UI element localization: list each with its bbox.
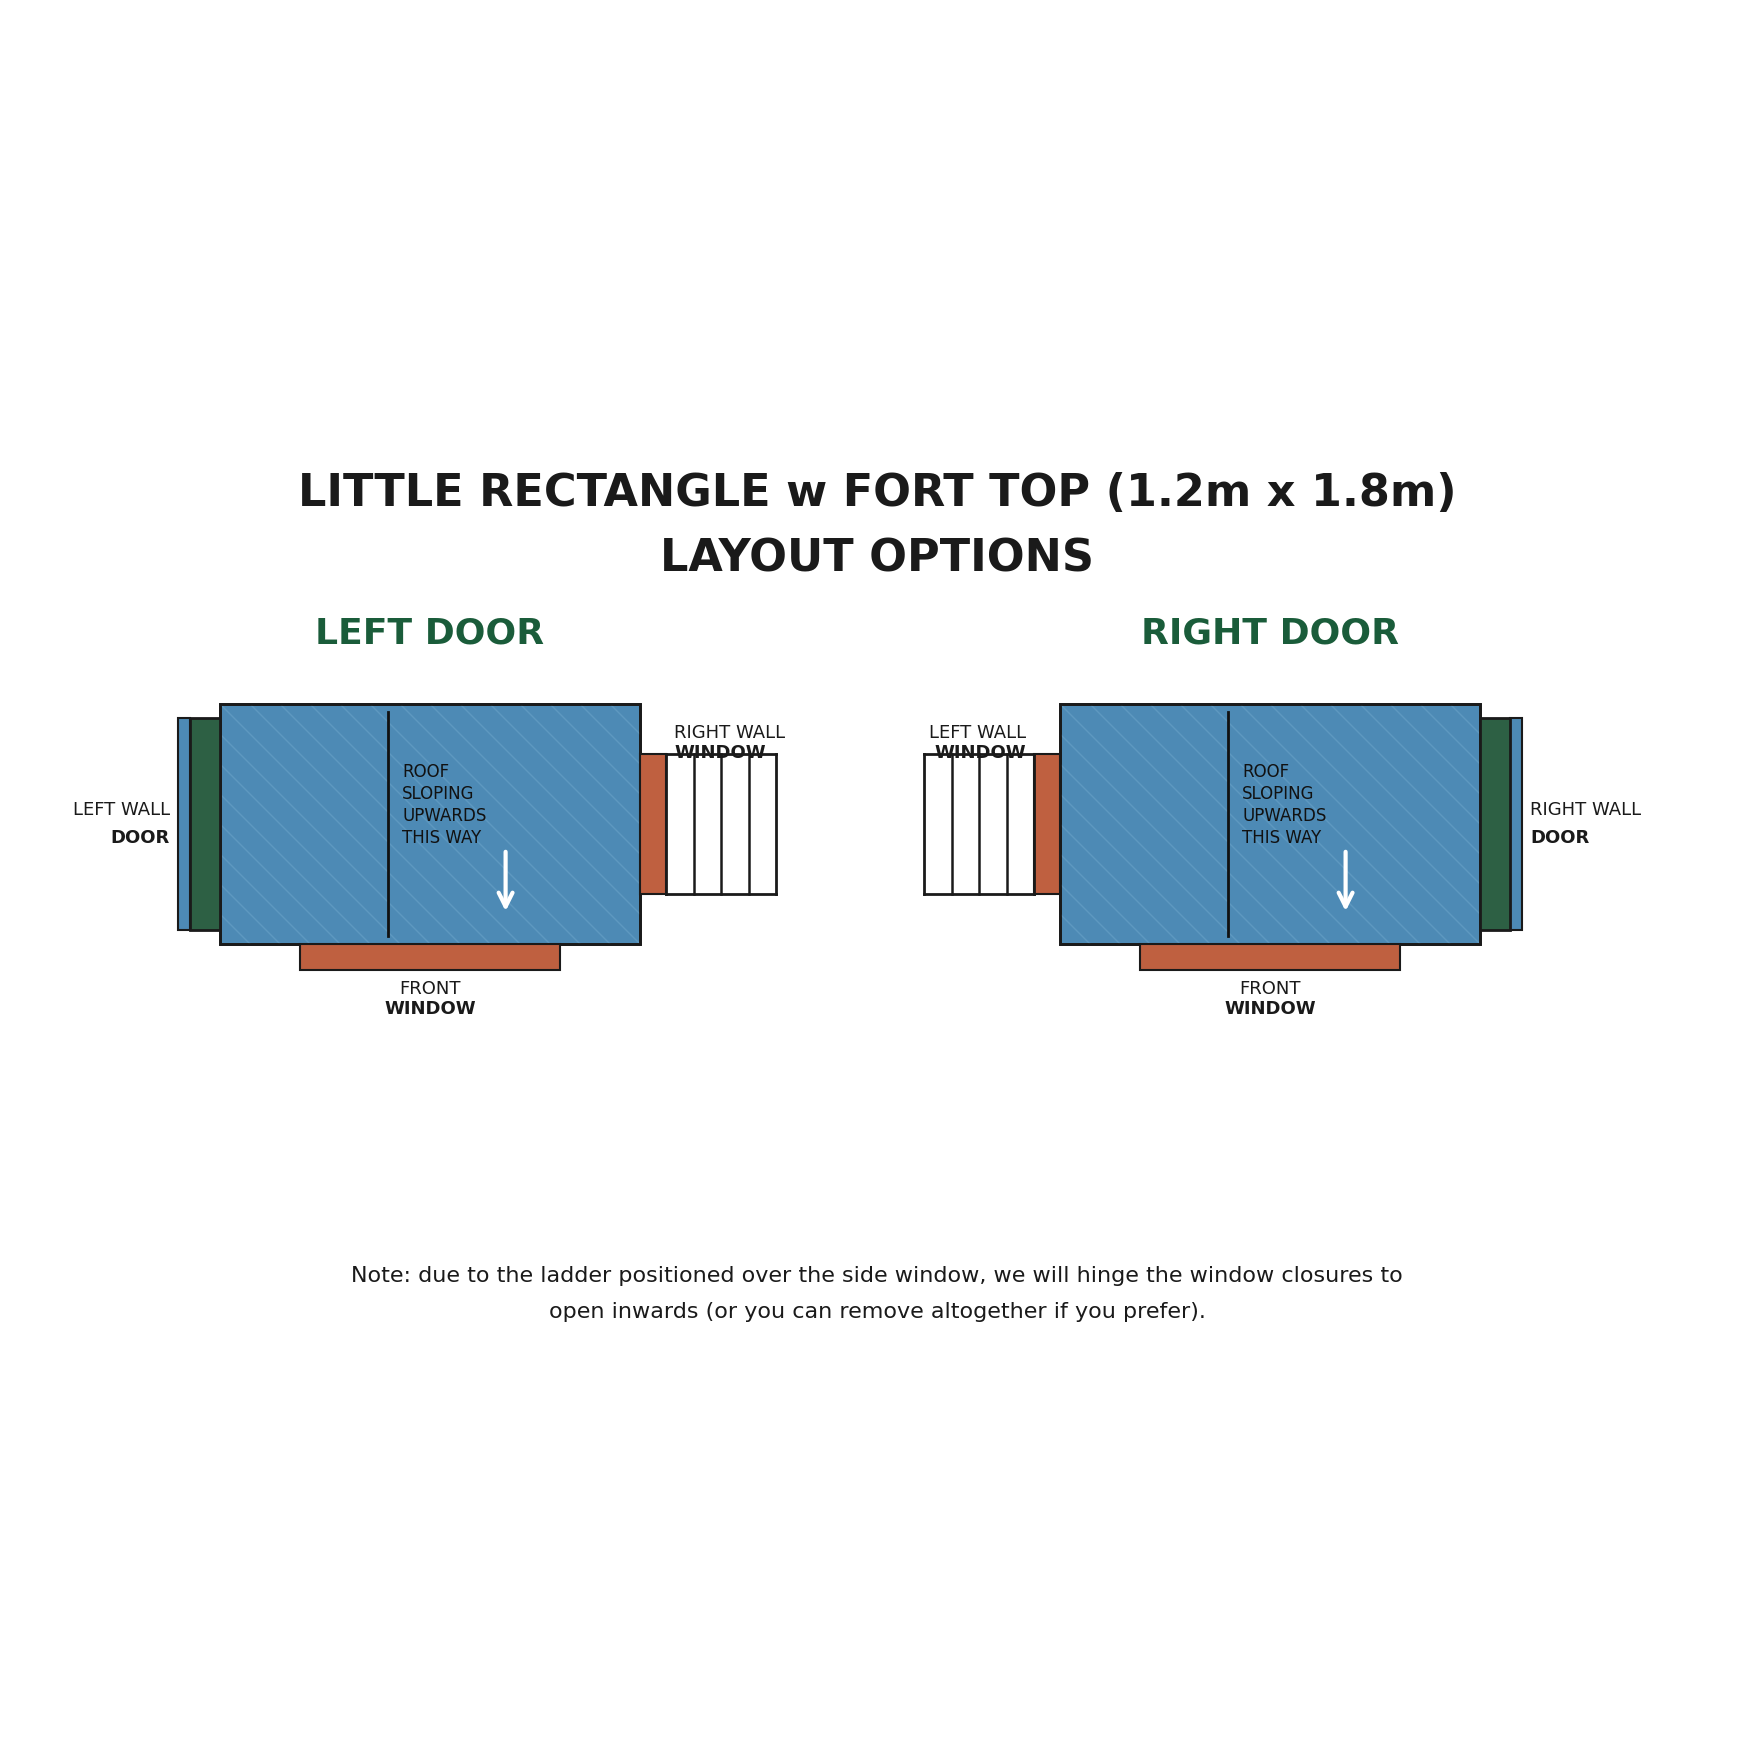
Text: WINDOW: WINDOW [935,744,1026,763]
Text: WINDOW: WINDOW [674,744,766,763]
Text: LAYOUT OPTIONS: LAYOUT OPTIONS [660,537,1094,581]
Text: FRONT: FRONT [1240,980,1301,998]
Bar [300,944,560,970]
Text: ROOF: ROOF [402,763,449,781]
Text: RIGHT DOOR: RIGHT DOOR [1142,617,1400,651]
Text: THIS WAY: THIS WAY [1242,830,1321,847]
Bar [219,703,640,944]
Bar [1035,754,1059,893]
Bar [177,719,189,930]
Text: THIS WAY: THIS WAY [402,830,481,847]
Bar [1059,703,1480,944]
Text: UPWARDS: UPWARDS [1242,807,1326,824]
Bar [189,719,219,930]
Text: SLOPING: SLOPING [1242,786,1314,803]
Bar [1480,719,1510,930]
Text: DOOR: DOOR [1529,830,1589,847]
Text: LEFT DOOR: LEFT DOOR [316,617,544,651]
Text: LEFT WALL: LEFT WALL [74,802,170,819]
Text: WINDOW: WINDOW [1224,1000,1316,1017]
Bar [1510,719,1522,930]
Bar [640,754,667,893]
Text: RIGHT WALL: RIGHT WALL [674,724,786,742]
Bar [1140,944,1400,970]
Text: Note: due to the ladder positioned over the side window, we will hinge the windo: Note: due to the ladder positioned over … [351,1266,1403,1323]
Text: ROOF: ROOF [1242,763,1289,781]
Text: LEFT WALL: LEFT WALL [930,724,1026,742]
Text: DOOR: DOOR [111,830,170,847]
Bar [219,703,640,944]
Text: LITTLE RECTANGLE w FORT TOP (1.2m x 1.8m): LITTLE RECTANGLE w FORT TOP (1.2m x 1.8m… [298,472,1456,516]
Text: RIGHT WALL: RIGHT WALL [1529,802,1642,819]
Text: FRONT: FRONT [400,980,461,998]
Text: WINDOW: WINDOW [384,1000,475,1017]
Text: UPWARDS: UPWARDS [402,807,486,824]
Bar [1059,703,1480,944]
Text: SLOPING: SLOPING [402,786,475,803]
